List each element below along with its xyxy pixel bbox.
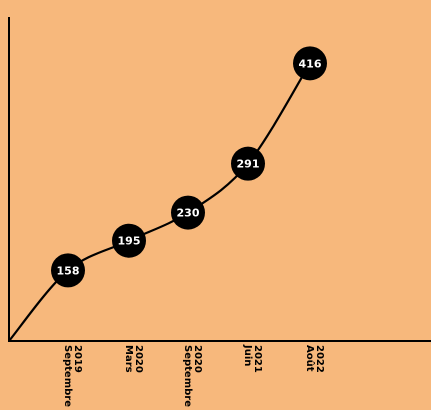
x-tick-label-line: 2021 [252,345,263,373]
x-tick-label: Septembre 2020 [182,345,203,407]
x-tick-label-line: 2019 [72,345,83,373]
data-label: 416 [299,57,322,70]
data-label: 158 [57,264,80,277]
x-tick-label-line: 2020 [133,345,144,373]
data-point-marker [51,253,85,288]
x-tick-label-line: Juin [242,344,253,366]
x-tick-label: Mars 2020 [123,345,144,373]
x-tick-label-line: Mars [123,345,134,373]
data-point-marker [231,146,265,181]
x-tick-label-line: Septembre [62,345,73,407]
x-tick-label-line: Septembre [182,345,193,407]
data-points: 158 195 230 291 416 [51,46,327,288]
data-point-marker [293,46,327,81]
series-line [8,62,311,342]
data-label: 230 [177,207,200,220]
x-tick-labels: Septembre 2019 Mars 2020 Septembre 2020 Juin 20… [62,344,325,407]
x-tick-label-line: 2022 [314,345,325,373]
x-tick-label: Septembre 2019 [62,345,83,407]
data-label: 195 [118,235,141,248]
x-tick-label: Août 2022 [304,345,325,373]
data-point-marker [171,195,205,230]
x-tick-label-line: 2020 [192,345,203,373]
data-point-marker [112,223,146,258]
data-label: 291 [237,158,260,171]
x-tick-label-line: Août [304,345,316,372]
x-tick-label: Juin 2021 [242,344,263,373]
